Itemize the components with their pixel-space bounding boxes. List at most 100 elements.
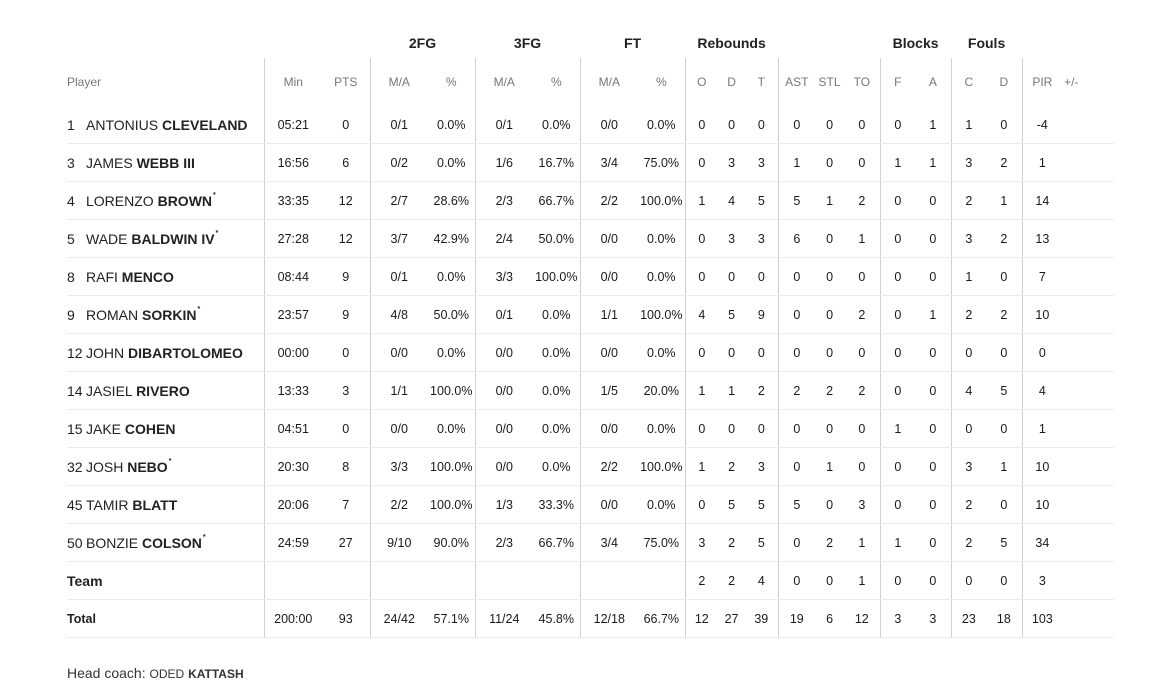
stat-blk-a: 0 — [915, 257, 952, 296]
col-ft-pct[interactable]: % — [655, 75, 667, 89]
player-row[interactable]: 3 JAMES WEBB III 16:56 6 0/2 0.0% 1/6 16.7% 3/4 7… — [67, 143, 1115, 182]
stat-ft-pct: 0.0% — [638, 409, 686, 448]
player-row[interactable]: 4 LORENZO BROWN* 33:35 12 2/7 28.6% 2/3 66.7% 2/… — [67, 181, 1115, 220]
stat-fg3-pct: 16.7% — [533, 143, 581, 182]
stat-fg3-pct: 0.0% — [533, 409, 581, 448]
stat-pts: 0 — [322, 409, 370, 448]
stat-min: 24:59 — [263, 523, 322, 562]
stat-blk-f: 3 — [879, 599, 916, 638]
stat-blk-f: 0 — [879, 371, 916, 410]
player-row[interactable]: 14 JASIEL RIVERO 13:33 3 1/1 100.0% 0/0 0.0% 1/5… — [67, 371, 1115, 410]
stat-reb-t: 0 — [745, 106, 779, 144]
stat-blk-f: 0 — [879, 485, 916, 524]
stat-pts: 9 — [322, 257, 370, 296]
col-stl[interactable]: STL — [818, 75, 841, 89]
col-2fg-pct[interactable]: % — [445, 75, 457, 89]
player-row[interactable]: 9 ROMAN SORKIN* 23:57 9 4/8 50.0% 0/1 0.0% 1/1 10… — [67, 295, 1115, 334]
stat-pir: 1 — [1021, 409, 1063, 448]
stat-reb-d: 2 — [718, 523, 746, 562]
col-min[interactable]: Min — [263, 58, 322, 106]
stat-ft-pct: 0.0% — [638, 106, 686, 144]
player-cell[interactable]: 12 JOHN DIBARTOLOMEO — [67, 333, 264, 372]
stat-foul-d: 0 — [986, 561, 1023, 600]
player-last-name: DIBARTOLOMEO — [128, 344, 243, 361]
player-row[interactable]: 45 TAMIR BLATT 20:06 7 2/2 100.0% 1/3 33.3% 0/0 0… — [67, 485, 1115, 524]
player-cell[interactable]: 9 ROMAN SORKIN* — [67, 295, 264, 334]
stat-fg3-ma: 2/4 — [474, 219, 534, 258]
col-plus-minus[interactable]: +/- — [1064, 75, 1079, 89]
player-cell[interactable]: 14 JASIEL RIVERO — [67, 371, 264, 410]
box-score-table: 2FG 3FG FT Rebounds Blocks Fouls Player … — [67, 28, 1115, 638]
col-to[interactable]: TO — [853, 75, 871, 89]
stat-fg2-ma: 4/8 — [369, 295, 428, 334]
player-row[interactable]: 12 JOHN DIBARTOLOMEO 00:00 0 0/0 0.0% 0/0 0.0% 0… — [67, 333, 1115, 372]
box-score-body: 1 ANTONIUS CLEVELAND 05:21 0 0/1 0.0% 0/1 0.0% 0… — [67, 106, 1115, 638]
col-foul-c[interactable]: C — [950, 58, 987, 106]
player-row[interactable]: 8 RAFI MENCO 08:44 9 0/1 0.0% 3/3 100.0% 0/0 0.0%… — [67, 257, 1115, 296]
col-player[interactable]: Player — [67, 75, 102, 89]
player-row[interactable]: 1 ANTONIUS CLEVELAND 05:21 0 0/1 0.0% 0/1 0.0% 0… — [67, 106, 1115, 144]
stat-reb-o: 0 — [684, 219, 719, 258]
player-cell[interactable]: 8 RAFI MENCO — [67, 257, 264, 296]
col-3fg-pct[interactable]: % — [550, 75, 562, 89]
col-ast[interactable]: AST — [777, 58, 816, 106]
player-last-name: SORKIN — [142, 306, 197, 323]
player-cell[interactable]: 32 JOSH NEBO* — [67, 447, 264, 486]
col-blk-f[interactable]: F — [879, 58, 916, 106]
stat-reb-t: 3 — [745, 219, 779, 258]
stat-fg3-ma: 0/1 — [474, 295, 534, 334]
starter-mark: * — [197, 305, 201, 313]
col-pts[interactable]: PTS — [334, 75, 358, 89]
stat-reb-d: 0 — [718, 409, 746, 448]
stat-pir: 34 — [1021, 523, 1063, 562]
stat-reb-o: 12 — [684, 599, 719, 638]
group-header-rebounds: Rebounds — [697, 35, 766, 51]
player-cell[interactable]: 1 ANTONIUS CLEVELAND — [67, 106, 264, 144]
player-row[interactable]: 32 JOSH NEBO* 20:30 8 3/3 100.0% 0/0 0.0% 2/2 100… — [67, 447, 1115, 486]
col-blk-a[interactable]: A — [928, 75, 937, 89]
player-row[interactable]: 5 WADE BALDWIN IV* 27:28 12 3/7 42.9% 2/4 50.0%… — [67, 219, 1115, 258]
player-cell[interactable]: 50 BONZIE COLSON* — [67, 523, 264, 562]
stat-reb-o: 0 — [684, 143, 719, 182]
stat-min — [263, 561, 322, 600]
stat-to: 2 — [844, 295, 881, 334]
col-3fg-ma[interactable]: M/A — [474, 58, 534, 106]
stat-fg2-ma — [369, 561, 428, 600]
player-cell[interactable]: 4 LORENZO BROWN* — [67, 181, 264, 220]
stat-foul-d: 18 — [986, 599, 1023, 638]
col-ft-ma[interactable]: M/A — [579, 58, 639, 106]
stat-fg3-pct: 66.7% — [533, 181, 581, 220]
stat-fg3-ma: 2/3 — [474, 523, 534, 562]
stat-blk-f: 0 — [879, 181, 916, 220]
player-row[interactable]: 50 BONZIE COLSON* 24:59 27 9/10 90.0% 2/3 66.7%… — [67, 523, 1115, 562]
stat-pts: 3 — [322, 371, 370, 410]
stat-min: 200:00 — [263, 599, 322, 638]
stat-foul-d: 1 — [986, 447, 1023, 486]
stat-stl: 0 — [815, 106, 845, 144]
stat-pm — [1062, 371, 1115, 410]
stat-stl: 2 — [815, 371, 845, 410]
col-reb-o[interactable]: O — [684, 58, 719, 106]
col-2fg-ma[interactable]: M/A — [369, 58, 428, 106]
stat-blk-a: 0 — [915, 219, 952, 258]
col-foul-d[interactable]: D — [999, 75, 1009, 89]
col-reb-d[interactable]: D — [727, 75, 736, 89]
stat-blk-f: 0 — [879, 295, 916, 334]
stat-blk-f: 0 — [879, 106, 916, 144]
player-first-name: WADE — [86, 230, 128, 247]
player-cell[interactable]: 5 WADE BALDWIN IV* — [67, 219, 264, 258]
stat-to: 1 — [844, 561, 881, 600]
player-cell[interactable]: 15 JAKE COHEN — [67, 409, 264, 448]
player-cell[interactable]: 3 JAMES WEBB III — [67, 143, 264, 182]
col-reb-t[interactable]: T — [757, 75, 765, 89]
stat-reb-t: 4 — [745, 561, 779, 600]
stat-ft-ma: 1/5 — [579, 371, 639, 410]
col-pir[interactable]: PIR — [1021, 58, 1063, 106]
stat-ft-pct: 0.0% — [638, 219, 686, 258]
player-cell[interactable]: 45 TAMIR BLATT — [67, 485, 264, 524]
stat-min: 16:56 — [263, 143, 322, 182]
stat-reb-o: 1 — [684, 181, 719, 220]
stat-foul-c: 3 — [950, 447, 987, 486]
stat-ast: 0 — [777, 295, 816, 334]
player-row[interactable]: 15 JAKE COHEN 04:51 0 0/0 0.0% 0/0 0.0% 0/0 0.0% 0… — [67, 409, 1115, 448]
